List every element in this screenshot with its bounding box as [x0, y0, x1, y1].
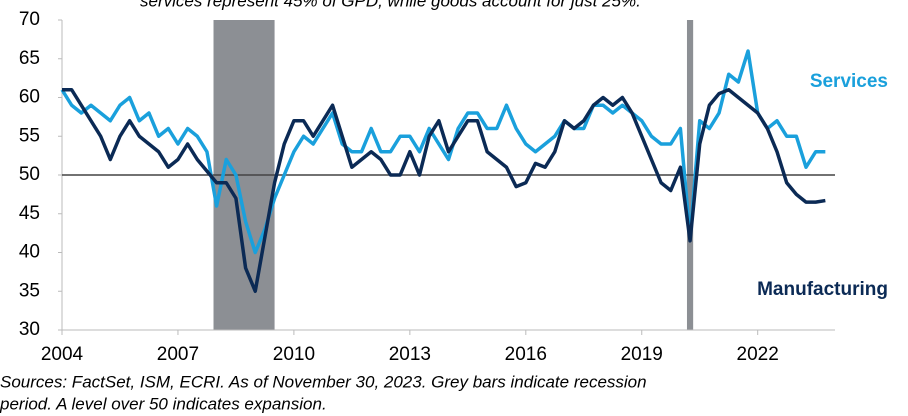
y-tick-label: 55 [19, 125, 40, 146]
y-tick-label: 40 [19, 242, 40, 263]
series-line [62, 88, 826, 293]
series-label: Manufacturing [757, 279, 888, 300]
x-tick-label: 2010 [273, 344, 315, 365]
y-tick-label: 45 [19, 203, 40, 224]
x-tick-label: 2007 [157, 344, 199, 365]
y-tick-label: 50 [19, 164, 40, 185]
x-tick-label: 2022 [737, 344, 779, 365]
y-tick-label: 60 [19, 87, 40, 108]
source-note: period. A level over 50 indicates expans… [0, 394, 327, 413]
series-line [60, 49, 826, 255]
y-tick-label: 70 [19, 9, 40, 30]
x-tick-label: 2016 [505, 344, 547, 365]
y-tick-label: 30 [19, 319, 40, 340]
chart-subtitle: services represent 45% of GPD, while goo… [140, 0, 641, 10]
x-tick-label: 2013 [389, 344, 431, 365]
y-tick-label: 35 [19, 280, 40, 301]
y-tick-label: 65 [19, 48, 40, 69]
series-label: Services [810, 71, 888, 92]
x-tick-label: 2019 [621, 344, 663, 365]
source-note: Sources: FactSet, ISM, ECRI. As of Novem… [0, 372, 647, 391]
x-tick-label: 2004 [41, 344, 84, 365]
